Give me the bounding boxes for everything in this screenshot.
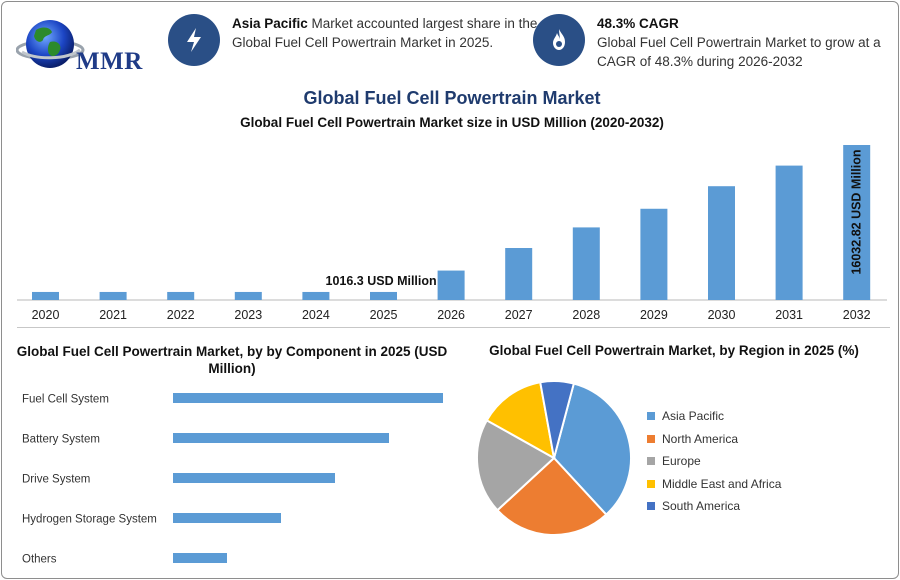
bar-2025	[370, 291, 397, 300]
pie-slice	[552, 382, 632, 516]
bar-2029	[640, 208, 668, 300]
callout-region-bold: Asia Pacific	[232, 16, 308, 31]
x-tick-2031: 2031	[775, 308, 803, 322]
x-tick-2025: 2025	[370, 308, 398, 322]
x-tick-2028: 2028	[572, 308, 600, 322]
logo-text: MMR	[76, 48, 143, 75]
bar-2021	[99, 291, 127, 300]
legend-item: North America	[647, 428, 781, 451]
main-title: Global Fuel Cell Powertrain Market	[303, 88, 601, 108]
legend-swatch	[647, 479, 655, 488]
bar-2023	[234, 291, 262, 300]
legend-item: Asia Pacific	[647, 405, 781, 428]
legend-label: Asia Pacific	[662, 409, 725, 424]
legend-label: Middle East and Africa	[662, 476, 782, 491]
bar-2027	[505, 248, 533, 300]
component-label: Others	[22, 554, 57, 566]
x-tick-2022: 2022	[167, 308, 195, 322]
legend-item: Middle East and Africa	[647, 473, 781, 496]
bar-2032	[843, 145, 871, 300]
x-tick-2026: 2026	[437, 308, 465, 322]
pie-slice	[539, 380, 576, 459]
region-legend: Asia Pacific North America Europe Middle Ea…	[647, 405, 781, 518]
legend-swatch	[647, 457, 655, 466]
x-tick-2023: 2023	[234, 308, 262, 322]
x-tick-2032: 2032	[843, 308, 871, 322]
component-bar	[173, 393, 443, 403]
pie-slice	[496, 456, 608, 536]
callout-cagr-body: Global Fuel Cell Powertrain Market to gr…	[597, 35, 881, 69]
legend-label: Europe	[662, 454, 701, 469]
bar-2031	[775, 165, 803, 300]
annotation-2025: 1016.3 USD Million	[326, 274, 437, 288]
bar-2026	[437, 270, 465, 300]
component-chart-title: Global Fuel Cell Powertrain Market, by b…	[16, 344, 448, 376]
bar-2028	[572, 227, 600, 300]
lightning-icon	[168, 14, 220, 66]
legend-swatch	[647, 434, 655, 443]
component-label: Battery System	[22, 434, 100, 446]
bar-2030	[708, 186, 735, 300]
component-bar	[173, 433, 389, 443]
bar-2022	[167, 291, 195, 300]
x-tick-2029: 2029	[640, 308, 668, 322]
x-tick-2021: 2021	[99, 308, 127, 322]
legend-label: North America	[662, 431, 739, 446]
market-size-chart: 2020 2021 2022 2023 2024 2025 2026 2027 2028 2029…	[17, 145, 887, 322]
legend-label: South America	[662, 499, 741, 514]
component-chart: Fuel Cell System Battery System Drive Syst…	[22, 393, 443, 566]
component-bar	[173, 553, 227, 563]
component-bar	[173, 513, 281, 523]
globe-icon	[15, 20, 85, 68]
legend-item: South America	[647, 495, 781, 518]
legend-item: Europe	[647, 450, 781, 473]
region-chart-title: Global Fuel Cell Powertrain Market, by R…	[489, 343, 859, 358]
x-tick-2030: 2030	[708, 308, 736, 322]
flame-icon	[533, 14, 585, 66]
market-size-chart-title: Global Fuel Cell Powertrain Market size …	[240, 115, 664, 130]
legend-swatch	[647, 412, 655, 421]
pie-slice	[485, 381, 556, 460]
callout-region: Asia Pacific Market accounted largest sh…	[168, 14, 538, 66]
x-tick-2020: 2020	[32, 308, 60, 322]
x-tick-2027: 2027	[505, 308, 533, 322]
component-label: Drive System	[22, 474, 90, 486]
divider	[17, 327, 890, 328]
mmr-logo: MMR	[15, 14, 146, 78]
callout-region-body: Market accounted largest share in the Gl…	[232, 16, 538, 50]
component-label: Fuel Cell System	[22, 394, 109, 406]
region-pie-chart	[476, 380, 632, 536]
pie-slice	[476, 418, 556, 512]
callout-region-text: Asia Pacific Market accounted largest sh…	[232, 14, 538, 52]
x-tick-2024: 2024	[302, 308, 330, 322]
bar-2024	[302, 291, 330, 300]
legend-swatch	[647, 502, 655, 511]
annotation-2032: 16032.82 USD Million	[850, 149, 864, 274]
callout-cagr-text: 48.3% CAGR Global Fuel Cell Powertrain M…	[597, 14, 893, 71]
callout-cagr-bold: 48.3% CAGR	[597, 16, 679, 31]
bar-2020	[32, 291, 59, 300]
component-bar	[173, 473, 335, 483]
callout-cagr: 48.3% CAGR Global Fuel Cell Powertrain M…	[533, 14, 893, 71]
component-label: Hydrogen Storage System	[22, 514, 157, 526]
